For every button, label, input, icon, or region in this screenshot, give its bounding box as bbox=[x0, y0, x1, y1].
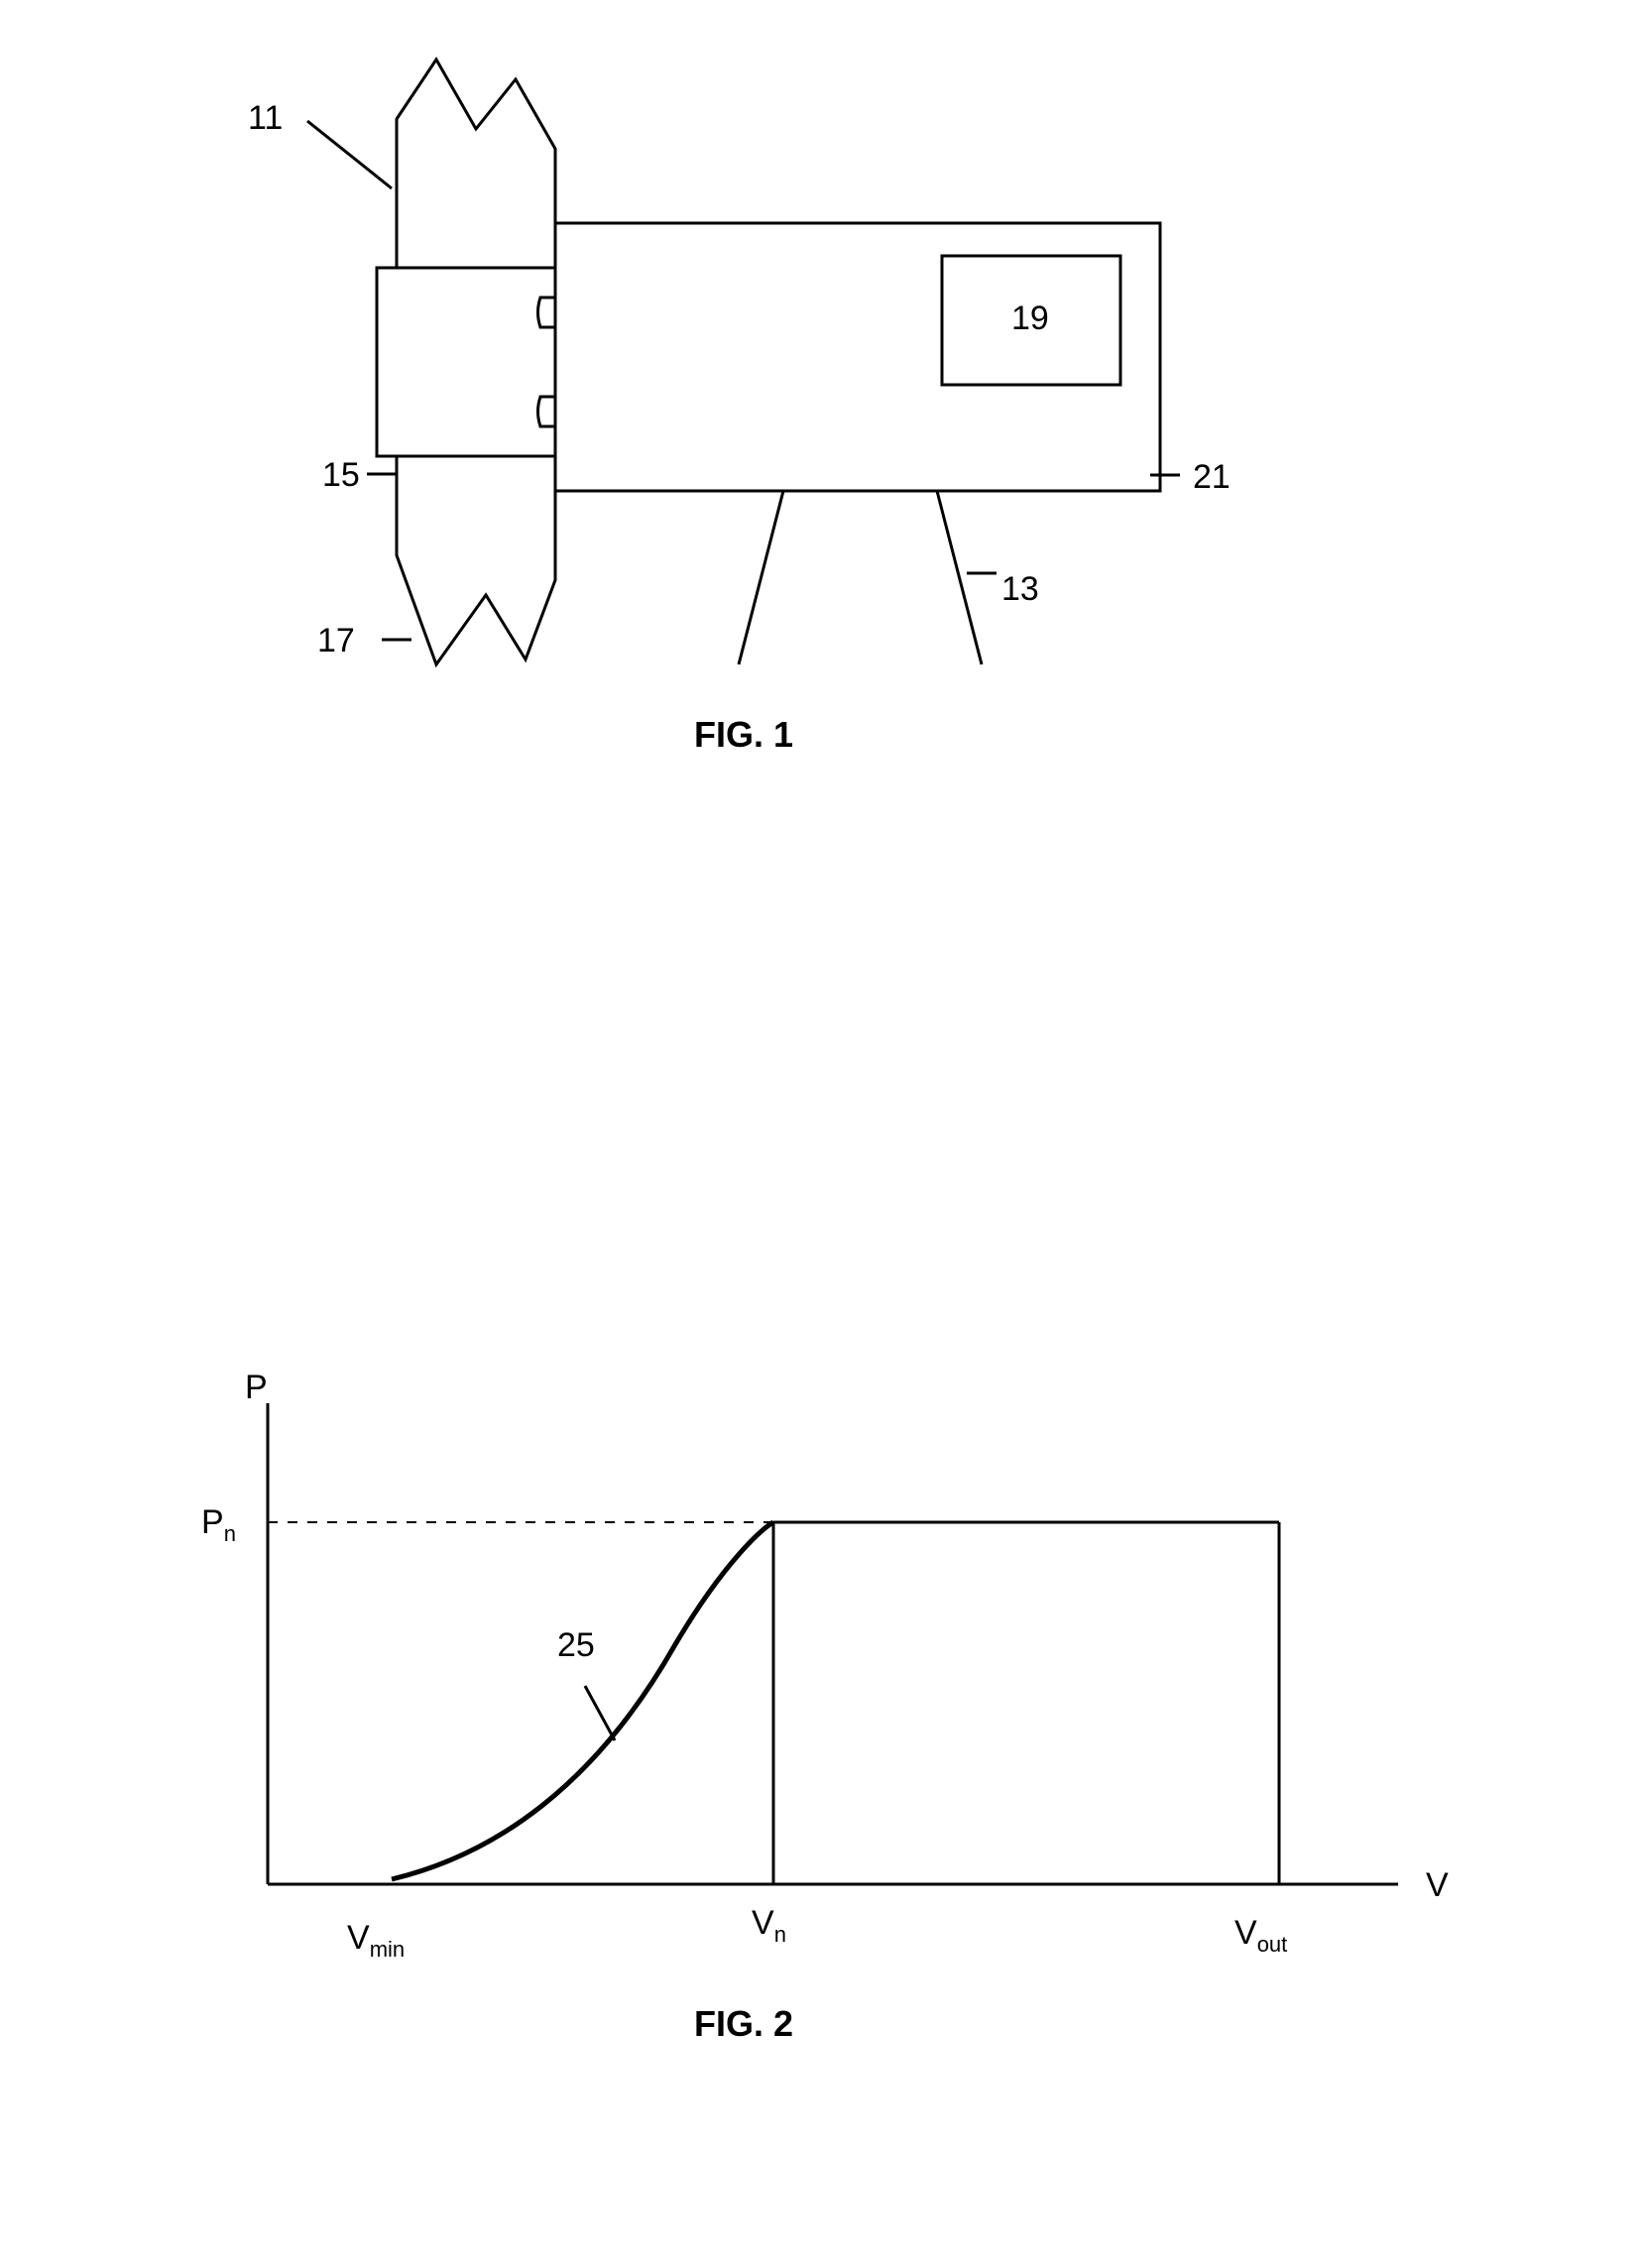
fig2-axis-Vn: Vn bbox=[752, 1904, 786, 1948]
fig2-axis-Vmin: Vmin bbox=[347, 1919, 405, 1963]
fig2-axis-Pn: Pn bbox=[201, 1503, 236, 1547]
fig2-Vmin-sub: min bbox=[370, 1937, 405, 1962]
fig2-lead-25 bbox=[585, 1686, 615, 1740]
fig2-curve-label: 25 bbox=[557, 1626, 595, 1665]
page: 11 15 17 13 19 21 FIG. 1 P Pn V Vmin Vn … bbox=[0, 0, 1642, 2268]
fig2-Vout-sub: out bbox=[1257, 1932, 1288, 1957]
fig2-svg bbox=[0, 0, 1642, 2268]
fig2-axis-V: V bbox=[1426, 1866, 1449, 1905]
fig2-curve-25 bbox=[392, 1522, 773, 1879]
fig2-axis-P: P bbox=[245, 1369, 268, 1407]
fig2-axis-Vout: Vout bbox=[1234, 1914, 1287, 1958]
fig2-caption: FIG. 2 bbox=[694, 2003, 793, 2045]
fig2-Pn-sub: n bbox=[224, 1521, 236, 1546]
fig2-Vn-sub: n bbox=[774, 1922, 786, 1947]
